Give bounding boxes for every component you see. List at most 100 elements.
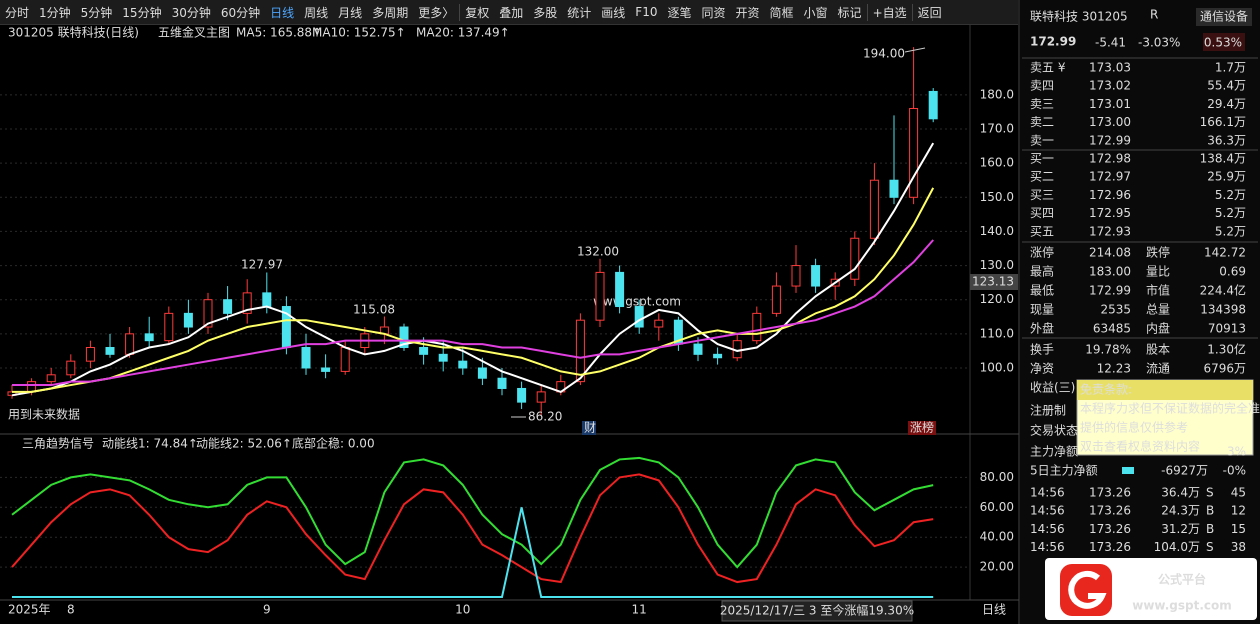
toolbar-button[interactable]: 标记 — [837, 5, 862, 20]
row-label: 注册制 — [1030, 403, 1066, 418]
indicator-title: 三角趋势信号 — [22, 437, 94, 451]
toolbar-button[interactable]: F10 — [635, 5, 658, 19]
book-label: 卖五 ¥ — [1030, 61, 1066, 75]
stat-label: 跌停 — [1146, 245, 1170, 260]
candle-body — [66, 360, 76, 376]
toolbar-button[interactable]: 15分钟 — [122, 5, 162, 20]
toolbar-button[interactable]: 开资 — [735, 5, 760, 20]
toolbar-button[interactable]: 叠加 — [499, 5, 524, 20]
candle-body — [752, 312, 762, 342]
candle-body — [438, 353, 448, 362]
flow5-pct: -0% — [1223, 464, 1246, 478]
toolbar-button[interactable]: 统计 — [567, 5, 592, 20]
toolbar-button[interactable]: 小窗 — [803, 5, 828, 20]
book-volume: 5.2万 — [1215, 188, 1246, 202]
toolbar-button[interactable]: 周线 — [304, 5, 329, 20]
stat-label: 流通 — [1146, 362, 1170, 376]
tick-count: 45 — [1231, 486, 1246, 500]
x-tick-label: 9 — [263, 603, 271, 617]
book-label: 卖一 — [1030, 133, 1054, 147]
stat-value: 70913 — [1208, 322, 1246, 336]
toolbar-button[interactable]: 分时 — [5, 5, 30, 20]
toolbar-button[interactable]: 多股 — [533, 5, 558, 20]
tick-price: 173.26 — [1089, 504, 1131, 518]
tick-time: 14:56 — [1030, 540, 1065, 554]
toolbar-button[interactable]: 30分钟 — [171, 5, 211, 20]
marker-box — [908, 421, 936, 435]
toolbar-button[interactable]: 多周期 — [372, 5, 409, 20]
toolbar-button[interactable]: 日线 — [270, 5, 295, 20]
candle-body — [497, 377, 507, 389]
book-label: 卖三 — [1030, 97, 1054, 111]
book-volume: 1.7万 — [1215, 61, 1246, 75]
tick-side: S — [1206, 540, 1214, 554]
toolbar-button[interactable]: 复权 — [459, 3, 494, 21]
toolbar-button[interactable]: 5分钟 — [80, 5, 113, 20]
annotation: 115.08 — [353, 303, 395, 317]
toolbar-button[interactable]: 逐笔 — [667, 5, 692, 20]
candle-body — [419, 347, 429, 355]
book-volume: 36.3万 — [1207, 133, 1246, 147]
toolbar-button[interactable]: 1分钟 — [39, 5, 71, 20]
status: 2025/12/17/三 3 至今涨幅19.30% — [720, 603, 914, 618]
change-pct: -3.03% — [1138, 36, 1180, 50]
toolbar-button[interactable]: 同资 — [701, 5, 726, 20]
toolbar-button[interactable]: 月线 — [338, 5, 363, 20]
book-label: 买二 — [1030, 170, 1054, 184]
candle-body — [458, 360, 468, 369]
annotation: 86.20 — [528, 410, 562, 424]
book-price: 173.02 — [1089, 79, 1131, 93]
stat-label: 总量 — [1146, 303, 1170, 317]
stat-label: 现量 — [1030, 303, 1054, 317]
cursor-box — [970, 274, 1018, 290]
candle-body — [203, 299, 213, 328]
candle-body — [125, 333, 135, 355]
toolbar-button[interactable]: +自选 — [866, 3, 912, 21]
book-label: 买一 — [1030, 152, 1054, 166]
book-label: 卖二 — [1030, 115, 1054, 129]
legend-entry: MA20: 137.49↑ — [416, 26, 510, 40]
stat-value: 214.08 — [1089, 246, 1131, 260]
toolbar-button[interactable]: 画线 — [601, 5, 626, 20]
book-volume: 55.4万 — [1207, 79, 1246, 93]
tick-side: S — [1206, 486, 1214, 500]
candle-body — [144, 333, 154, 342]
book-label: 买五 — [1030, 224, 1054, 238]
flow-bar — [1122, 467, 1134, 474]
candle-body — [301, 347, 311, 369]
book-price: 173.01 — [1089, 97, 1131, 111]
ma-line — [12, 239, 934, 387]
y-tick-label: 20.00 — [980, 560, 1014, 574]
stat-value: 224.4亿 — [1200, 283, 1246, 298]
stat-label: 市值 — [1146, 283, 1170, 298]
book-volume: 5.2万 — [1215, 206, 1246, 220]
book-price: 173.00 — [1089, 115, 1131, 129]
industry: 通信设备 — [1200, 10, 1248, 24]
toolbar-button[interactable]: 60分钟 — [220, 5, 261, 20]
stat-label: 涨停 — [1030, 245, 1054, 260]
candle-body — [27, 381, 37, 393]
candle-body — [928, 90, 938, 120]
candle-body — [105, 347, 115, 355]
y-tick-label: 110.0 — [980, 326, 1014, 340]
book-price: 172.93 — [1089, 224, 1131, 238]
tick-volume: 36.4万 — [1161, 486, 1200, 500]
toolbar-button[interactable]: 更多〉 — [418, 5, 455, 20]
toolbar-button[interactable]: 简框 — [769, 5, 794, 20]
tooltip-text: 提供的信息仅供参考 — [1080, 420, 1188, 435]
stat-label: 净资 — [1030, 362, 1054, 376]
toolbar-button[interactable]: 返回 — [911, 3, 947, 21]
badge: R — [1150, 8, 1158, 22]
tick-time: 14:56 — [1030, 486, 1065, 500]
indicator-line — [12, 507, 934, 598]
candle-body — [340, 347, 350, 372]
stat-label: 外盘 — [1030, 321, 1054, 336]
stat-label: 最高 — [1030, 264, 1054, 279]
candle-body — [889, 179, 899, 198]
y-tick-label: 130.0 — [980, 258, 1014, 272]
annotation: 194.00 — [863, 47, 905, 61]
x-tick-label: 8 — [67, 603, 75, 617]
book-label: 买三 — [1030, 188, 1054, 202]
